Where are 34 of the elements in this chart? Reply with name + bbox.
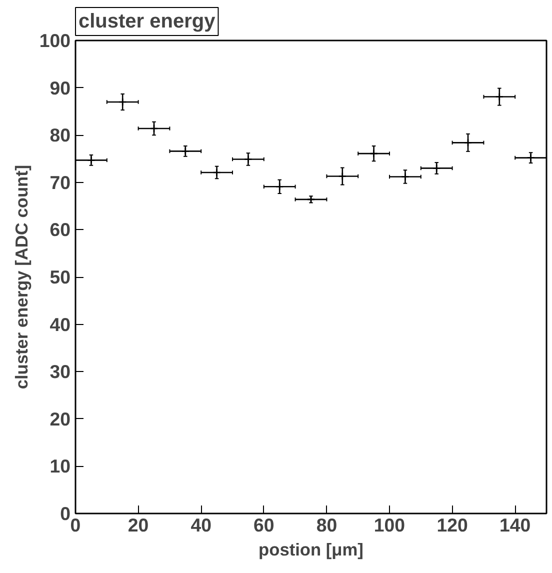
point <box>181 147 190 156</box>
x-axis-title: postion [μm] <box>258 540 364 560</box>
point <box>244 155 252 164</box>
point <box>495 92 504 101</box>
point <box>464 138 472 147</box>
x-tick-label: 20 <box>128 514 149 536</box>
y-tick-label: 60 <box>50 219 71 240</box>
x-tick-label: 120 <box>436 514 468 536</box>
point <box>150 124 158 133</box>
x-tick-label: 140 <box>500 514 531 536</box>
x-tick-label: 80 <box>316 514 338 536</box>
point <box>87 156 96 164</box>
y-tick-label: 20 <box>50 408 71 430</box>
y-tick-label: 80 <box>50 124 71 146</box>
y-tick-label: 50 <box>50 266 71 288</box>
x-tick-label: 60 <box>254 514 274 536</box>
y-tick-label: 30 <box>50 361 71 382</box>
y-axis-title: cluster energy [ADC count] <box>11 164 32 390</box>
y-tick-label: 90 <box>50 77 71 98</box>
y-tick-label: 10 <box>50 456 71 477</box>
point <box>338 172 347 180</box>
y-tick-label: 100 <box>39 30 71 51</box>
point <box>526 154 535 162</box>
x-tick-label: 40 <box>190 514 212 536</box>
point <box>212 168 221 177</box>
chart-title: cluster energy <box>78 10 216 32</box>
point <box>432 164 441 172</box>
point <box>118 98 127 106</box>
x-tick-label: 100 <box>374 514 406 536</box>
y-tick-label: 70 <box>50 172 71 193</box>
point <box>370 149 378 158</box>
point <box>275 182 284 191</box>
y-tick-label: 40 <box>50 314 71 335</box>
point <box>401 172 410 181</box>
